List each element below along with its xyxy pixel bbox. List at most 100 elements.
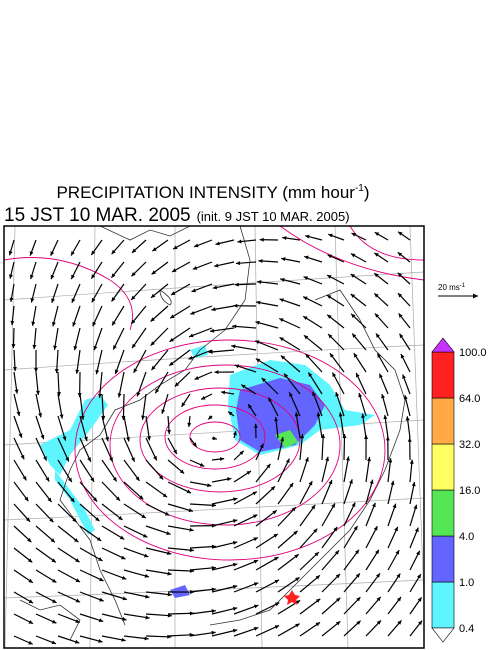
wind-arrow-head — [141, 415, 146, 420]
wind-arrow-head — [394, 526, 398, 532]
wind-arrow-head — [131, 319, 136, 324]
wind-arrow-head — [142, 533, 148, 538]
wind-arrow — [167, 569, 195, 572]
wind-arrow-head — [150, 317, 155, 322]
wind-arrow — [299, 598, 321, 615]
wind-arrow-head — [397, 252, 403, 257]
wind-arrow-head — [95, 517, 100, 522]
wind-arrow-head — [239, 450, 244, 456]
wind-arrow-head — [90, 477, 95, 482]
wind-arrow — [277, 553, 300, 571]
wind-arrow-head — [232, 519, 238, 523]
wind-arrow-head — [315, 622, 321, 627]
wind-arrow-head — [211, 609, 216, 614]
wind-arrow — [101, 613, 127, 621]
wind-arrow — [123, 481, 144, 500]
wind-arrow — [123, 635, 149, 640]
wind-arrow-head — [237, 239, 242, 244]
wind-arrow-head — [45, 477, 50, 482]
wind-arrow — [145, 591, 172, 596]
wind-arrow-head — [189, 527, 194, 532]
wind-arrow — [79, 437, 92, 462]
wind-arrow-head — [398, 313, 403, 318]
wind-arrow — [145, 437, 158, 461]
wind-arrow — [331, 372, 345, 395]
wind-arrow-head — [252, 514, 258, 519]
wind-arrow — [189, 566, 216, 571]
wind-arrow — [123, 415, 130, 442]
wind-arrow — [145, 525, 171, 535]
wind-arrow-head — [397, 293, 403, 298]
wind-arrow-head — [281, 257, 286, 262]
wind-arrow-head — [255, 340, 260, 345]
wind-arrow — [321, 479, 333, 505]
wind-arrow — [57, 569, 81, 583]
wind-arrow — [277, 623, 300, 637]
wind-arrow-head — [266, 463, 271, 469]
wind-arrow-head — [304, 255, 309, 260]
wind-arrow-head — [121, 637, 126, 642]
wind-arrow — [299, 434, 304, 461]
wind-arrow-head — [92, 497, 98, 502]
wind-arrow-head — [253, 537, 258, 542]
wind-arrow-head — [349, 479, 353, 484]
wind-arrow-head — [354, 549, 359, 555]
wind-arrow — [79, 415, 88, 442]
wind-arrow-head — [208, 415, 213, 420]
wind-arrow-head — [150, 341, 155, 346]
wind-arrow-head — [145, 594, 150, 599]
wind-arrow — [343, 433, 346, 461]
wind-arrow-head — [351, 313, 356, 319]
colorbar-bin — [431, 443, 455, 491]
wind-arrow-head — [133, 368, 138, 373]
wind-arrow-head — [333, 526, 338, 532]
wind-arrow-head — [51, 578, 57, 583]
wind-arrow — [145, 635, 172, 638]
wind-arrow-head — [56, 392, 61, 397]
vector-scale-superscript: -1 — [460, 283, 466, 289]
wind-arrow-head — [289, 482, 294, 488]
wind-arrow — [209, 327, 235, 332]
wind-arrow — [321, 456, 329, 483]
wind-arrow — [101, 525, 125, 540]
wind-arrow — [122, 393, 125, 421]
wind-arrow-head — [374, 273, 379, 278]
wind-arrow — [188, 327, 213, 338]
wind-arrow — [189, 610, 216, 615]
wind-arrow-head — [91, 297, 96, 303]
wind-arrow-head — [54, 368, 59, 374]
wind-arrow-head — [367, 457, 371, 462]
wind-arrow-head — [155, 388, 160, 394]
wind-arrow-head — [111, 273, 116, 278]
wind-arrow-head — [314, 552, 319, 557]
wind-arrow — [167, 612, 195, 615]
wind-arrow-head — [358, 392, 363, 398]
wind-arrow-head — [166, 551, 172, 556]
colorbar-bin — [431, 397, 455, 445]
wind-arrow — [123, 547, 149, 558]
wind-arrow — [123, 591, 150, 598]
wind-arrow-head — [257, 280, 262, 285]
precip-area — [40, 395, 108, 475]
wind-arrow-head — [111, 249, 116, 255]
wind-arrow-head — [214, 370, 219, 375]
wind-arrow-head — [201, 395, 206, 400]
wind-arrow-head — [248, 404, 253, 409]
wind-arrow — [154, 371, 169, 394]
wind-arrow-head — [329, 353, 334, 358]
wind-arrow-head — [99, 597, 104, 602]
wind-arrow-head — [189, 333, 194, 338]
wind-arrow-head — [285, 458, 290, 464]
wind-arrow — [211, 519, 238, 527]
wind-arrow-head — [233, 497, 238, 502]
wind-arrow-head — [345, 456, 350, 461]
wind-arrow-head — [208, 349, 213, 354]
wind-arrow — [365, 479, 374, 505]
wind-arrow-head — [117, 393, 122, 398]
wind-arrow-head — [253, 626, 259, 631]
wind-arrow-head — [151, 270, 156, 275]
wind-arrow-head — [167, 571, 172, 576]
wind-arrow-head — [141, 514, 146, 519]
wind-arrow-head — [74, 639, 80, 644]
wind-arrow-head — [274, 625, 280, 629]
